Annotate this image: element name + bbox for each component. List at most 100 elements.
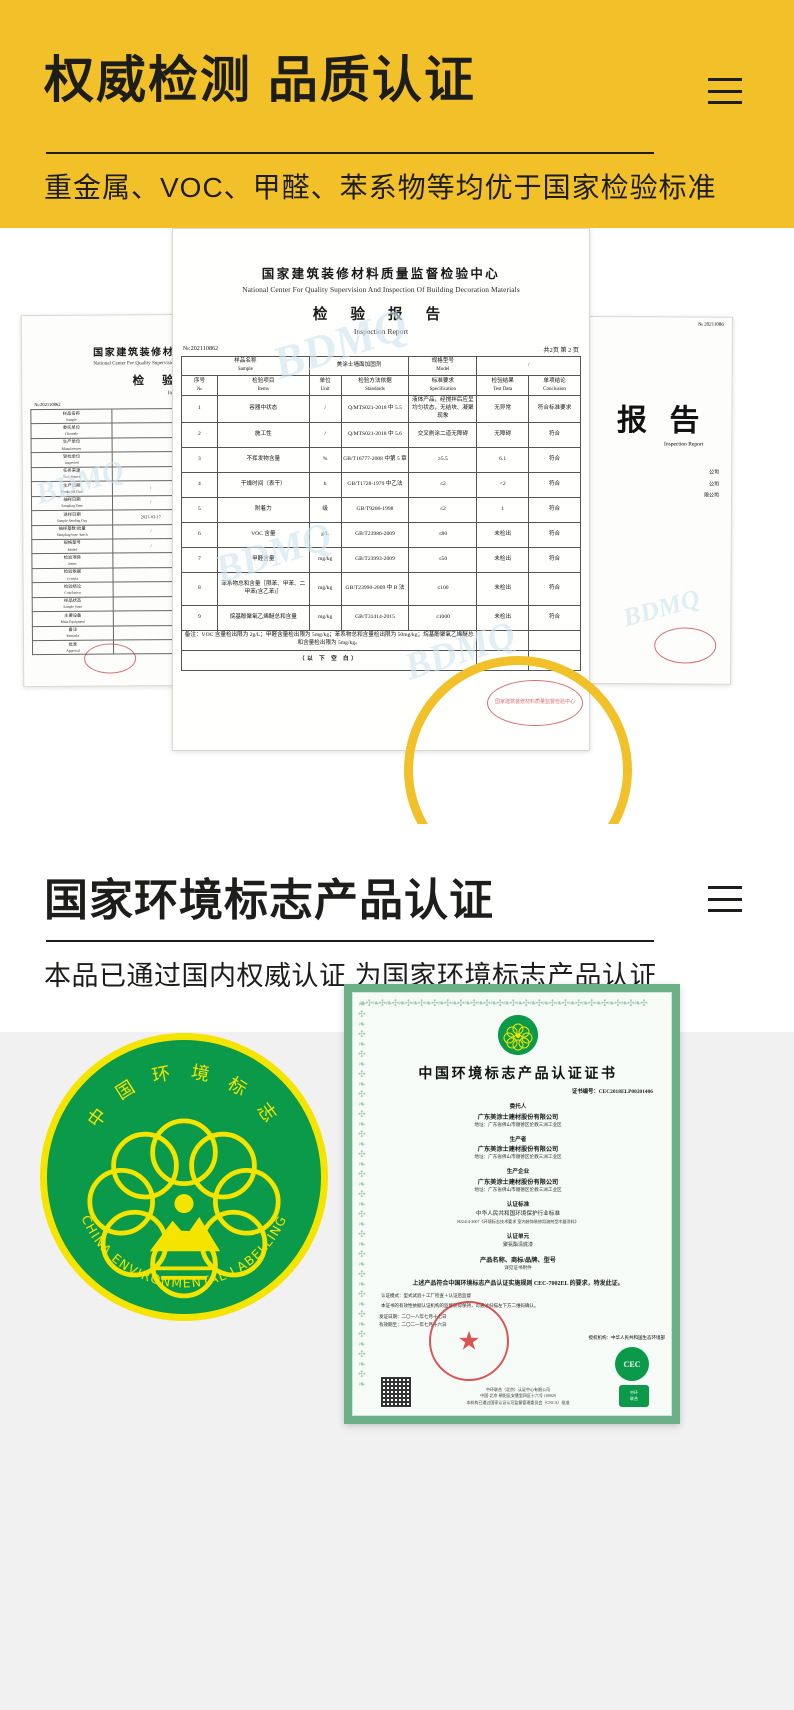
certificate-fine-print-2: 本证书的有效性依据认证机构的监督获得保持，可通过扫描左下方二维码确认。 [381, 1302, 539, 1308]
cell-conclusion: 符合 [528, 471, 581, 498]
certificate-number-label: 证书编号： [571, 1089, 599, 1095]
report-right-big-text: 报 告 [616, 403, 706, 439]
table-header-row: 序号 № 检验项目 Items 单位 Unit 检验方法依据 Standards 标准要求 Spe… [181, 375, 581, 396]
hamburger-bar [708, 101, 742, 104]
certificate-number-line: 证书编号：CEC2018ELP00201406 [379, 1087, 657, 1095]
cell-unit: h [308, 471, 342, 498]
report-right-en: Inspection Report [664, 441, 704, 448]
col-en: Items [257, 386, 269, 392]
col-cn: 检验项目 [252, 377, 275, 384]
table-row: 8 苯系物总和含量［限苯、甲苯、二甲苯(含乙苯)］ mg/kg GB/T23990-2… [181, 571, 581, 606]
row-label: 检验项目 Items [31, 553, 113, 569]
column-header-1: 检验项目 Items [216, 375, 310, 396]
cell-result: 未检出 [476, 571, 530, 606]
report-doc-title-cn: 检 验 报 告 [312, 306, 450, 323]
magnifier-highlight-circle [404, 656, 632, 824]
cell-result: 未检出 [476, 604, 530, 631]
cell-result: 无障碍 [476, 421, 530, 448]
table-row: 3 不挥发物含量% GB/T16777-2008 中第 5 章 ≥5.5 6.1 符合 [181, 446, 581, 473]
col-en: Specification [429, 386, 457, 392]
cell-standard: GB/T23993-2009 [340, 546, 410, 573]
certificate-party-section: 生产企业 广东美涂士建材股份有限公司 地址：广东省佛山市顺德区伦教三洲工业区 [379, 1167, 657, 1193]
hamburger-bar [708, 897, 742, 901]
standard-label: 认证标准 [506, 1201, 530, 1208]
cell-no: 7 [181, 546, 218, 573]
table-row: 5 附着力级 GB/T9286-1998 ≤2 1 符合 [181, 496, 581, 523]
hamburger-icon[interactable] [708, 886, 742, 912]
cell-result: 1 [476, 496, 530, 523]
hero-banner: 权威检测 品质认证 重金属、VOC、甲醛、苯系物等均优于国家检验标准 [0, 0, 794, 228]
party-address: 地址：广东省佛山市顺德区伦教三洲工业区 [474, 1186, 562, 1192]
table-row: 9 烷基酚聚氧乙烯醚总和含量 mg/kg GB/T31414-2015 ≤1000 未检出… [181, 604, 581, 631]
cell-unit: 级 [308, 496, 342, 523]
col-cn: 检验结果 [491, 377, 514, 384]
authority-label: 授权机构： [588, 1335, 612, 1340]
col-cn: 检验方法依据 [358, 377, 392, 384]
row-label: 样品名称 Sample [30, 409, 112, 425]
red-stamp [84, 643, 137, 674]
column-header-5: 检验结果 Test Data [476, 375, 530, 396]
inspection-report-main[interactable]: 国家建筑装修材料质量监督检验中心 National Center For Qua… [172, 228, 590, 751]
cell-spec: ≤80 [408, 521, 478, 548]
cell-standard: GB/T23990-2009 中 B 法 [340, 571, 410, 606]
cell-result: 未检出 [476, 521, 530, 548]
report-org-en: National Center For Quality Supervision … [242, 285, 520, 294]
cell-unit: mg/kg [308, 571, 342, 606]
table-row: 7 甲醛含量 mg/kg GB/T23993-2009 ≤50 未检出 符合 [181, 546, 581, 573]
hamburger-icon[interactable] [708, 78, 742, 104]
cell-item: 容器中状态 [216, 395, 310, 423]
cell-item: 附着力 [216, 496, 310, 523]
footer-line: 中环联合（北京）认证中心有限公司 [486, 1386, 550, 1392]
qr-code[interactable] [381, 1377, 411, 1407]
product-value: 详见证书附件 [504, 1264, 532, 1270]
cell-item: 苯系物总和含量［限苯、甲苯、二甲苯(含乙苯)］ [216, 571, 310, 606]
column-header-6: 单项结论 Conclusion [528, 375, 581, 396]
col-cn: 单位 [319, 377, 331, 384]
table-row: 2 施工性 / Q/MTS021-2018 中 5.6 交叉刷涂二道无障碍 无障碍 符合 [181, 421, 581, 448]
party-address: 地址：广东省佛山市顺德区伦教三洲工业区 [474, 1121, 562, 1127]
certificate-declaration: 上述产品符合中国环境标志产品认证实施规则 CEC-7002EL 的要求，特发此证… [412, 1280, 624, 1287]
table-row: 4 干燥时间（表干） h GB/T1728-1979 中乙法 ≤2 <2 符合 [181, 471, 581, 498]
cell-unit: mg/kg [308, 604, 342, 631]
standard-detail: HJ2414-2007《环境标志技术要求 室内装饰装修用溶剂型木器涂料》 [457, 1218, 579, 1224]
party-value: 广东美涂士建材股份有限公司 [477, 1146, 559, 1153]
cell-spec: 交叉刷涂二道无障碍 [408, 421, 478, 448]
row-label: 任务来源 Task Source [31, 466, 113, 482]
sample-label: 样品名称 Sample [181, 356, 310, 376]
cell-unit: g/L [308, 521, 342, 548]
certificate-number-value: CEC2018ELP00201406 [598, 1089, 653, 1095]
report-number: №:202110862 [183, 345, 219, 352]
row-label: 生产单位 Manufacturer [31, 437, 113, 453]
cell-item: 不挥发物含量 [216, 446, 310, 473]
certificate-standard-section: 认证标准 中华人民共和国环境保护行业标准 HJ2414-2007《环境标志技术要… [379, 1200, 657, 1225]
cell-spec: ≤100 [408, 571, 478, 606]
sample-info-row: 样品名称 Sample 美涂士墙面加固剂 规格型号 Model / [181, 356, 581, 376]
cec-secondary-badge: 中环 联合 [619, 1385, 649, 1407]
column-header-0: 序号 № [181, 375, 218, 396]
footer-line: 本机构已通过国家认证认可监督管理委员会（CNCA）批准 [466, 1400, 570, 1406]
cec-badge: CEC [615, 1347, 649, 1381]
table-note-row: 备注：VOC 含量检出限为 2g/L；甲醛含量检出限为 5mg/kg；苯系物总和… [180, 629, 581, 651]
row-label: 备注 Remarks [32, 625, 114, 641]
row-label: 送样日期 Sample Sending Day [31, 510, 113, 526]
cell-conclusion: 符合 [528, 496, 581, 523]
row-label: 受检单位 Inspected [31, 452, 113, 468]
column-header-3: 检验方法依据 Standards [340, 375, 410, 396]
company-line: 公司 [709, 482, 720, 488]
blank-below-label: （以 下 空 白） [180, 649, 478, 671]
china-environmental-labelling-seal[interactable]: 中 国 环 境 标 志 CHINA ENVIRONMENTAL LABELLIN… [40, 1033, 328, 1321]
unit-value: 聚氨酯清底漆 [502, 1242, 533, 1248]
row-label: 抽样基数/批量 Sampling base /batch [31, 524, 113, 540]
expiry-date-line: 有效期至：二〇二一年七月十六日 [379, 1321, 657, 1329]
inspection-results-table: 样品名称 Sample 美涂士墙面加固剂 规格型号 Model / 序号 № 检验项… [180, 356, 581, 671]
col-en: № [197, 386, 202, 392]
cell-conclusion: 符合 [528, 446, 581, 473]
cell-result: <2 [476, 471, 530, 498]
environmental-certificate[interactable]: ❧✣❧✣❧✣❧✣❧✣❧✣❧✣❧✣❧✣❧✣❧✣❧✣❧✣❧✣❧✣❧✣❧✣❧✣❧✣❧✣… [344, 984, 680, 1424]
cell-standard: GB/T23986-2009 [340, 521, 410, 548]
cell-no: 4 [181, 471, 218, 498]
company-line: 公司 [709, 470, 720, 476]
col-en: Unit [320, 386, 330, 392]
cell-unit: / [308, 395, 342, 423]
cell-no: 2 [181, 421, 218, 448]
